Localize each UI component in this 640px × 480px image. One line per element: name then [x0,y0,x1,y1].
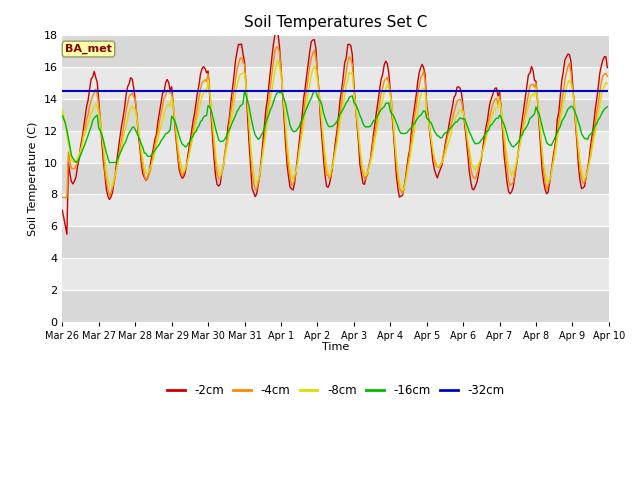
Bar [62,131,609,163]
Bar [62,194,609,226]
Bar [62,258,609,290]
X-axis label: Time: Time [322,342,349,352]
Text: BA_met: BA_met [65,44,112,54]
Title: Soil Temperatures Set C: Soil Temperatures Set C [244,15,428,30]
Legend: -2cm, -4cm, -8cm, -16cm, -32cm: -2cm, -4cm, -8cm, -16cm, -32cm [163,379,509,402]
Bar [62,99,609,131]
Bar [62,67,609,99]
Y-axis label: Soil Temperature (C): Soil Temperature (C) [28,121,38,236]
Bar [62,226,609,258]
Bar [62,290,609,322]
Bar [62,36,609,67]
Bar [62,163,609,194]
